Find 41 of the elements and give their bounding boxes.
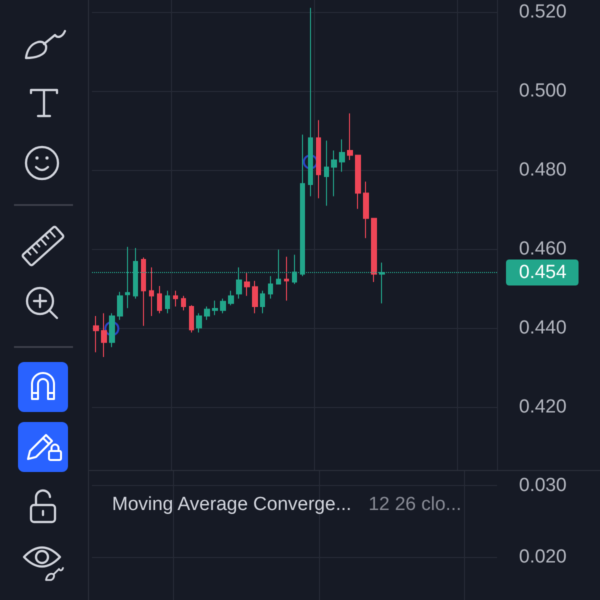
candlestick (93, 315, 99, 353)
candlestick (324, 140, 329, 206)
y-tick-label: 0.020 (519, 546, 567, 568)
text: 12 26 clo... (368, 494, 462, 515)
candlestick (117, 291, 123, 320)
y-tick-label: 0.500 (519, 80, 567, 102)
candlestick (101, 312, 107, 358)
candlestick (204, 306, 210, 320)
candlestick (165, 290, 170, 314)
candlestick (196, 312, 202, 334)
candlestick (228, 290, 234, 306)
y-tick-label: 0.460 (519, 238, 567, 260)
candlestick (252, 280, 258, 314)
candlestick (189, 304, 194, 334)
candlestick (363, 181, 369, 239)
candlestick (371, 218, 377, 282)
candlestick (347, 112, 353, 160)
ref-line-label: 0.454 (519, 262, 567, 284)
candlestick (244, 272, 250, 296)
candlestick (149, 266, 154, 316)
candlestick (268, 276, 273, 300)
candlestick (212, 300, 218, 316)
candlestick (109, 312, 115, 348)
candlestick (173, 290, 178, 307)
y-tick-label: 0.480 (519, 159, 567, 180)
candlestick (157, 285, 162, 314)
y-tick-label: 0.420 (519, 396, 567, 418)
candlestick (284, 256, 289, 302)
candlestick (331, 150, 337, 197)
candlestick (141, 257, 146, 326)
y-tick-label: 0.440 (519, 317, 567, 338)
candlestick (260, 290, 265, 314)
text: Moving Average Converge... (112, 494, 352, 515)
candlestick (181, 295, 186, 311)
y-tick-label: 0.520 (519, 1, 567, 22)
candlestick (355, 154, 361, 210)
y-tick-label: 0.030 (519, 474, 567, 496)
candlestick (339, 138, 345, 172)
candlestick (308, 7, 313, 197)
candlestick (220, 298, 226, 314)
candlestick (316, 120, 321, 199)
